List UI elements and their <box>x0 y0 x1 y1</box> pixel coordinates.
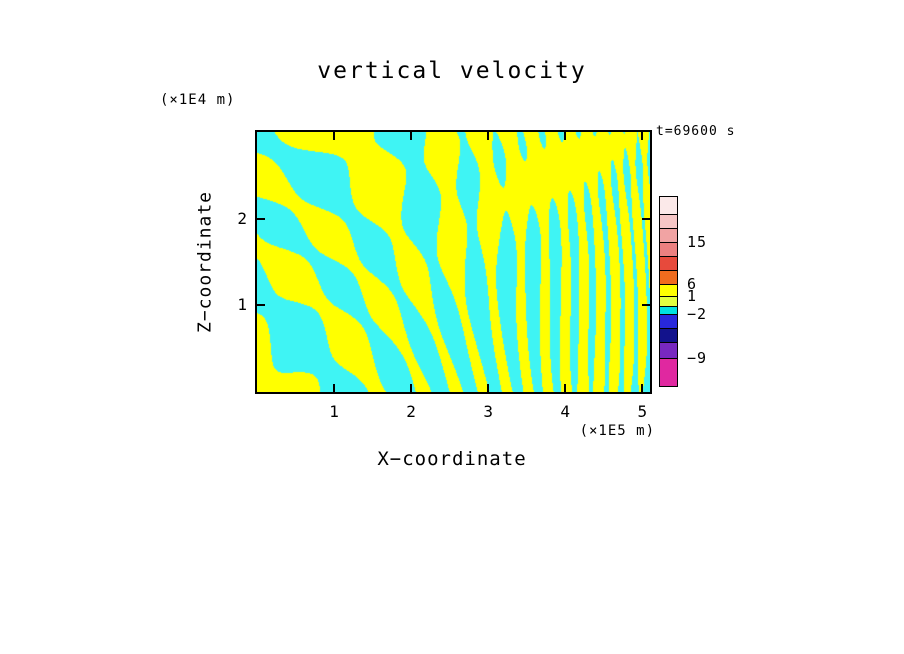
colorbar-tick-label: −2 <box>687 305 708 323</box>
z-tick-label: 1 <box>237 295 247 315</box>
colorbar-segment <box>660 271 677 285</box>
x-tick-label: 5 <box>637 402 648 421</box>
field-canvas <box>257 132 650 392</box>
z-tick <box>257 217 265 220</box>
colorbar <box>659 196 678 387</box>
colorbar-segment <box>660 315 677 329</box>
x-tick-label: 1 <box>329 402 339 421</box>
z-tick <box>642 217 650 220</box>
x-tick-label: 2 <box>406 402 416 421</box>
x-tick <box>564 132 567 140</box>
x-tick <box>333 132 336 140</box>
colorbar-segment <box>660 197 677 215</box>
colorbar-segment <box>660 329 677 343</box>
x-tick <box>641 384 644 392</box>
z-axis-unit-label: (×1E4 m) <box>160 92 236 108</box>
chart-title: vertical velocity <box>317 58 587 84</box>
z-tick <box>642 304 650 307</box>
colorbar-tick-label: −9 <box>687 349 708 367</box>
x-tick <box>487 132 490 140</box>
colorbar-segment <box>660 343 677 359</box>
colorbar-tick-label: 1 <box>687 287 698 305</box>
x-tick <box>410 384 413 392</box>
colorbar-segment <box>660 215 677 229</box>
x-tick <box>410 132 413 140</box>
x-tick <box>487 384 490 392</box>
x-tick-label: 3 <box>483 402 493 421</box>
x-tick-label: 4 <box>560 402 571 421</box>
colorbar-segment <box>660 257 677 271</box>
colorbar-segment <box>660 229 677 243</box>
x-tick <box>564 384 567 392</box>
colorbar-segment <box>660 359 677 386</box>
time-annotation: t=69600 s <box>656 124 736 139</box>
z-tick-label: 2 <box>237 208 247 228</box>
z-axis-title: Z−coordinate <box>194 190 216 334</box>
plot-area <box>255 130 652 394</box>
colorbar-segment <box>660 285 677 297</box>
z-tick <box>257 304 265 307</box>
x-tick <box>641 132 644 140</box>
colorbar-tick-label: 15 <box>687 233 708 251</box>
x-axis-unit-label: (×1E5 m) <box>579 423 655 439</box>
x-axis-title: X−coordinate <box>377 448 527 470</box>
colorbar-segment <box>660 307 677 315</box>
colorbar-tick-label: 6 <box>687 275 698 293</box>
colorbar-segment <box>660 297 677 307</box>
x-tick <box>333 384 336 392</box>
colorbar-segment <box>660 243 677 257</box>
